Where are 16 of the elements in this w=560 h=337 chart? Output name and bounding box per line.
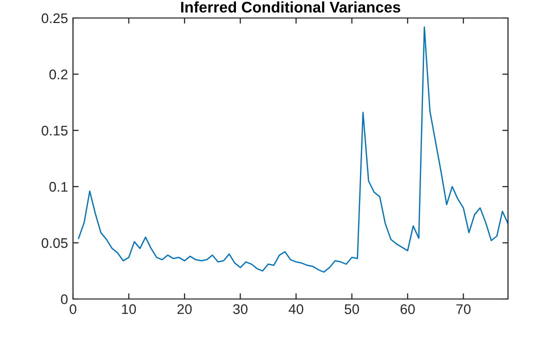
x-tick-label: 50 bbox=[344, 304, 360, 314]
x-tick-label: 10 bbox=[122, 304, 136, 314]
x-tick-label: 0 bbox=[70, 304, 76, 314]
y-tick-label: 0.25 bbox=[42, 13, 68, 24]
y-tick-label: 0.2 bbox=[49, 70, 68, 80]
x-tick-label: 70 bbox=[456, 304, 471, 314]
x-tick-label: 60 bbox=[400, 304, 415, 314]
x-tick-label: 30 bbox=[233, 304, 248, 314]
y-tick-label: 0.05 bbox=[42, 238, 68, 248]
x-tick-label: 40 bbox=[288, 304, 304, 314]
y-tick-label: 0.1 bbox=[49, 182, 68, 192]
y-tick-label: 0 bbox=[60, 294, 68, 304]
chart-title: Inferred Conditional Variances bbox=[181, 1, 400, 13]
line-series bbox=[78, 26, 508, 273]
y-tick-label: 0.15 bbox=[42, 126, 68, 136]
x-tick-label: 20 bbox=[178, 304, 192, 314]
